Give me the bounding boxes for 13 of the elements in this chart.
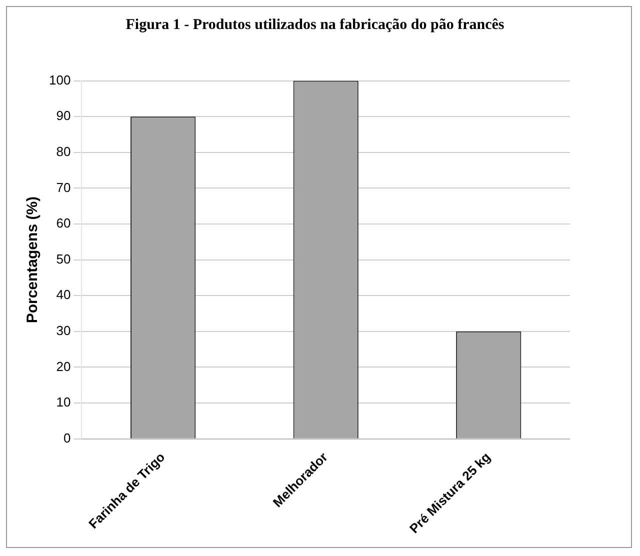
y-tick-label: 0	[63, 430, 71, 446]
y-axis-title: Porcentagens (%)	[24, 196, 42, 324]
chart-title: Figura 1 - Produtos utilizados na fabricação do pão francês	[124, 16, 506, 35]
y-tick-label: 100	[48, 72, 71, 88]
y-tick-label: 20	[56, 358, 71, 374]
y-tick-label: 40	[56, 287, 71, 302]
y-tick-label: 80	[56, 144, 71, 159]
y-tick-label: 70	[56, 180, 71, 195]
y-tick-label: 90	[56, 108, 71, 124]
y-tick-label: 30	[56, 323, 71, 338]
y-tick-label: 60	[56, 216, 71, 231]
y-tick-label: 50	[56, 251, 71, 266]
y-tick-label: 10	[56, 394, 71, 410]
